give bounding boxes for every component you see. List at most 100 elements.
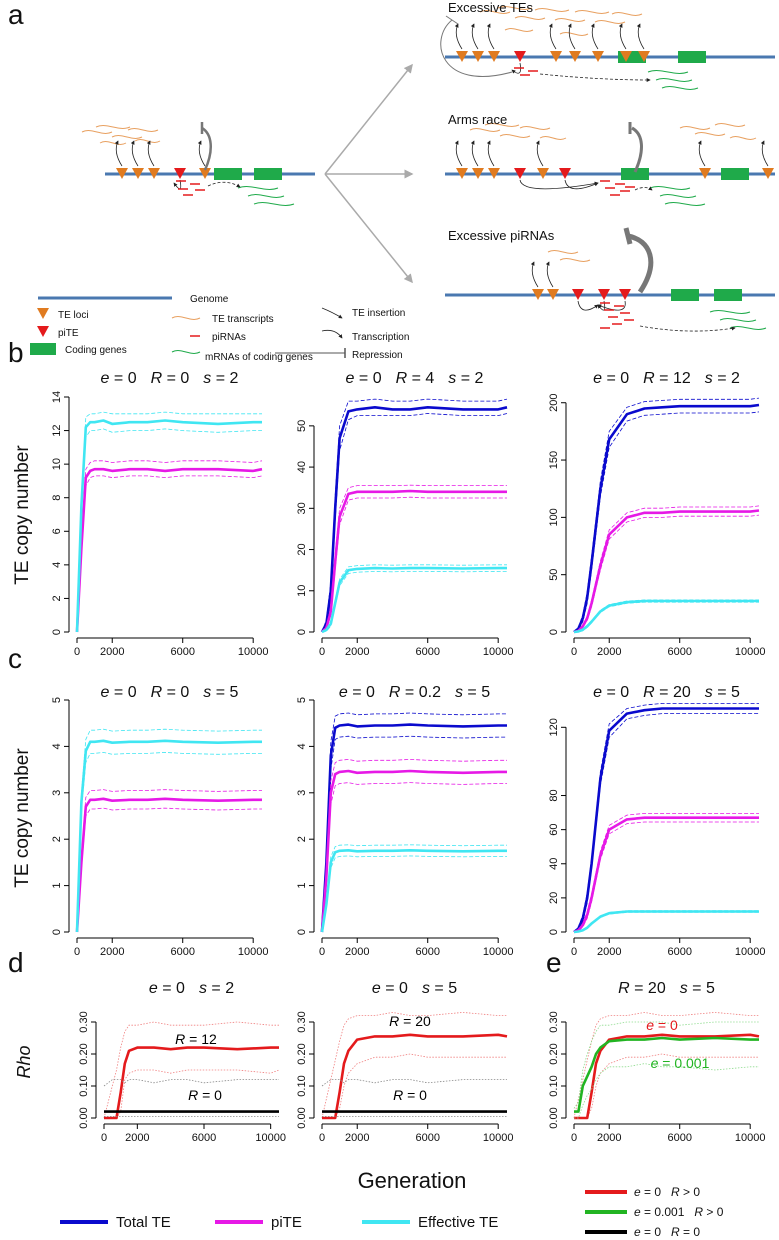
text-part: = 12 — [185, 1031, 217, 1047]
te-locus — [37, 308, 49, 319]
te-transcript — [559, 32, 589, 36]
arrow — [519, 179, 599, 190]
y-tick-label: 1 — [296, 883, 308, 889]
mrna — [659, 194, 697, 198]
bound-line — [573, 703, 759, 933]
text-part: s — [705, 684, 713, 701]
text-part: R — [175, 1031, 185, 1047]
te-transcript — [694, 132, 726, 136]
te-transcript — [134, 139, 161, 143]
x-tick-label: 2000 — [345, 646, 369, 658]
te-locus — [762, 168, 774, 179]
text-part: = 5 — [713, 684, 740, 701]
te-locus — [488, 168, 500, 179]
x-tick-label: 2000 — [597, 1132, 621, 1144]
mrna — [729, 326, 767, 330]
y-tick-label: 0.20 — [296, 1043, 308, 1064]
text-part: = 20 — [399, 1013, 431, 1029]
y-axis-label: Rho — [14, 1045, 34, 1078]
text-part: = 20 — [630, 980, 666, 997]
arrow — [486, 23, 495, 50]
y-tick-label: 4 — [296, 743, 308, 749]
text-part: e — [101, 370, 110, 387]
te-locus — [638, 51, 650, 62]
y-tick-label: 50 — [548, 569, 560, 581]
x-tick-label: 2000 — [100, 646, 124, 658]
arrow — [539, 73, 651, 82]
x-tick-label: 2000 — [125, 1132, 149, 1144]
x-tick-label: 6000 — [667, 1132, 691, 1144]
text-part: = 2 — [207, 980, 234, 997]
annotation: R = 12 — [175, 1031, 217, 1047]
bound-line — [76, 460, 263, 633]
text-part: R — [671, 1225, 680, 1239]
te-locus — [116, 168, 128, 179]
y-tick-label: 1 — [51, 883, 63, 889]
scenario-label: Excessive TEs — [448, 0, 534, 15]
panel-label: e — [546, 947, 562, 978]
arrow — [535, 140, 544, 167]
annotation: R = 0 — [188, 1087, 222, 1103]
te-transcript — [479, 10, 511, 14]
te-transcript — [127, 128, 159, 132]
annotation: e = 0 — [646, 1017, 678, 1033]
text-part: = 0 — [109, 684, 136, 701]
text-part: = 0 — [403, 1087, 427, 1103]
arrow — [114, 140, 123, 167]
x-tick-label: 0 — [319, 646, 325, 658]
x-tick-label: 6000 — [170, 646, 194, 658]
arrow — [454, 23, 463, 50]
legend-label: e = 0 R > 0 — [634, 1185, 700, 1199]
y-tick-label: 0.10 — [548, 1075, 560, 1096]
legend-label: Total TE — [116, 1214, 171, 1231]
repression-bar — [623, 227, 633, 245]
te-transcript — [497, 6, 533, 10]
series-line — [573, 509, 760, 634]
te-locus — [569, 51, 581, 62]
chart-title: e = 0 s = 5 — [372, 980, 457, 997]
series-line — [321, 566, 507, 634]
text-part: e — [346, 370, 355, 387]
text-part: = 4 — [407, 370, 434, 387]
te-locus — [174, 168, 186, 179]
arrow — [697, 140, 706, 167]
y-axis-label: TE copy number — [12, 445, 33, 585]
y-tick-label: 80 — [548, 789, 560, 801]
x-tick-label: 0 — [571, 1132, 577, 1144]
text-part: = 20 — [655, 684, 691, 701]
text-part: e — [651, 1055, 659, 1071]
y-tick-label: 10 — [296, 585, 308, 597]
text-part: e — [372, 980, 381, 997]
y-tick-label: 3 — [296, 790, 308, 796]
series-line — [573, 403, 760, 634]
bound-line — [76, 475, 263, 633]
legend-mrna — [171, 350, 201, 354]
y-tick-label: 2 — [296, 836, 308, 842]
y-tick-label: 0.20 — [78, 1043, 90, 1064]
mrna — [247, 194, 285, 198]
text-part: s — [705, 370, 713, 387]
bound-line — [573, 1011, 759, 1119]
coding-gene — [678, 51, 706, 63]
te-locus — [148, 168, 160, 179]
series-line — [320, 769, 507, 933]
x-tick-label: 10000 — [735, 646, 766, 658]
series-line — [320, 406, 508, 633]
x-tick-label: 10000 — [238, 946, 269, 958]
repression — [631, 126, 643, 173]
arrow — [634, 186, 653, 191]
te-transcript — [81, 130, 113, 134]
bound-line — [322, 1053, 507, 1119]
text-part: = 5 — [211, 684, 238, 701]
legend-transcript — [171, 316, 201, 320]
x-tick-label: 10000 — [483, 646, 514, 658]
x-tick-label: 6000 — [415, 946, 439, 958]
te-locus — [514, 51, 526, 62]
y-tick-label: 5 — [51, 697, 63, 703]
bound-line — [321, 1079, 507, 1087]
diagram-legend-label: Coding genes — [65, 345, 127, 356]
text-part: R — [396, 370, 408, 387]
bound-line — [574, 601, 759, 633]
